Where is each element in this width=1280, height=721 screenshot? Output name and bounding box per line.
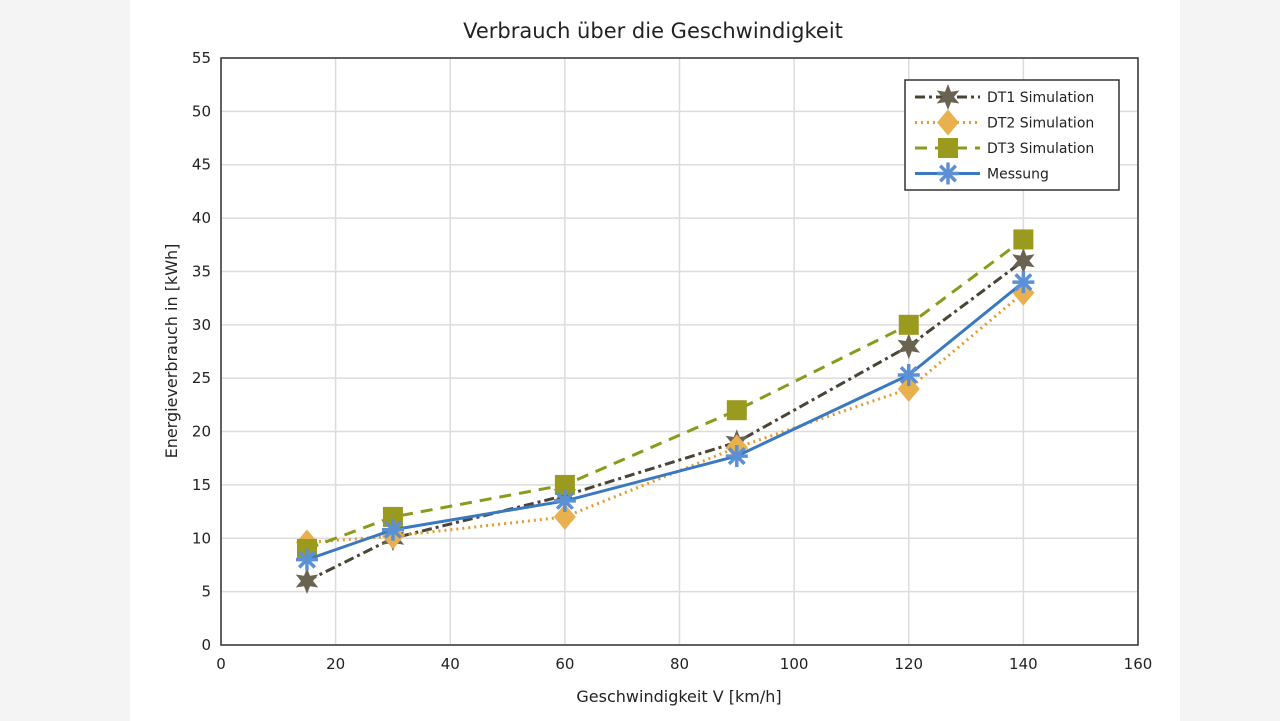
square-marker xyxy=(726,400,747,421)
legend-label: DT2 Simulation xyxy=(987,116,1094,132)
y-tick-label: 25 xyxy=(192,369,211,387)
square-marker xyxy=(382,506,403,527)
y-tick-label: 10 xyxy=(192,529,211,547)
y-tick-label: 55 xyxy=(192,49,211,67)
asterisk-stroke xyxy=(727,447,746,466)
square-marker xyxy=(554,474,575,495)
series-line xyxy=(306,238,1025,551)
asterisk-marker xyxy=(937,162,959,185)
asterisk-marker xyxy=(381,518,404,541)
square-marker xyxy=(1013,229,1034,250)
x-tick-label: 60 xyxy=(555,655,574,673)
series-messung xyxy=(295,271,1035,571)
x-tick-label: 120 xyxy=(894,655,923,673)
y-tick-label: 50 xyxy=(192,102,211,120)
asterisk-stroke xyxy=(1014,273,1033,292)
y-tick-label: 5 xyxy=(201,583,211,601)
asterisk-marker xyxy=(725,445,748,468)
y-tick-label: 45 xyxy=(192,156,211,174)
x-tick-label: 100 xyxy=(780,655,809,673)
x-tick-label: 20 xyxy=(326,655,345,673)
y-tick-label: 15 xyxy=(192,476,211,494)
legend-label: DT3 Simulation xyxy=(987,141,1094,157)
asterisk-stroke xyxy=(383,520,402,539)
x-axis-label: Geschwindigkeit V [km/h] xyxy=(576,687,781,706)
y-tick-label: 40 xyxy=(192,209,211,227)
x-tick-label: 80 xyxy=(670,655,689,673)
diamond-marker xyxy=(553,503,576,530)
y-tick-label: 35 xyxy=(192,262,211,280)
asterisk-stroke xyxy=(938,164,958,183)
legend-box xyxy=(904,79,1120,191)
square-marker xyxy=(938,138,958,158)
legend-label: DT1 Simulation xyxy=(987,90,1094,106)
x-tick-label: 40 xyxy=(441,655,460,673)
square-marker xyxy=(898,314,919,335)
y-axis-label: Energieverbrauch in [kWh] xyxy=(162,244,181,459)
x-tick-label: 0 xyxy=(216,655,226,673)
hexagram-marker xyxy=(936,84,960,110)
hexagram-marker xyxy=(295,568,319,594)
asterisk-stroke xyxy=(297,550,316,569)
y-tick-label: 30 xyxy=(192,316,211,334)
asterisk-stroke xyxy=(899,365,918,384)
asterisk-stroke xyxy=(555,491,574,510)
legend-label: Messung xyxy=(987,167,1049,183)
hexagram-marker xyxy=(1012,247,1035,274)
diamond-marker xyxy=(937,109,959,136)
asterisk-marker xyxy=(295,548,318,571)
plot-frame xyxy=(220,57,1139,646)
hexagram-marker xyxy=(897,333,920,360)
asterisk-marker xyxy=(553,489,576,512)
x-tick-label: 160 xyxy=(1124,655,1153,673)
chart-title: Verbrauch über die Geschwindigkeit xyxy=(463,19,843,43)
y-tick-label: 0 xyxy=(201,636,211,654)
asterisk-marker xyxy=(1012,271,1035,294)
series-line xyxy=(306,280,1025,562)
y-tick-label: 20 xyxy=(192,423,211,441)
x-tick-label: 140 xyxy=(1009,655,1038,673)
asterisk-marker xyxy=(897,363,920,386)
series-line xyxy=(306,259,1025,583)
